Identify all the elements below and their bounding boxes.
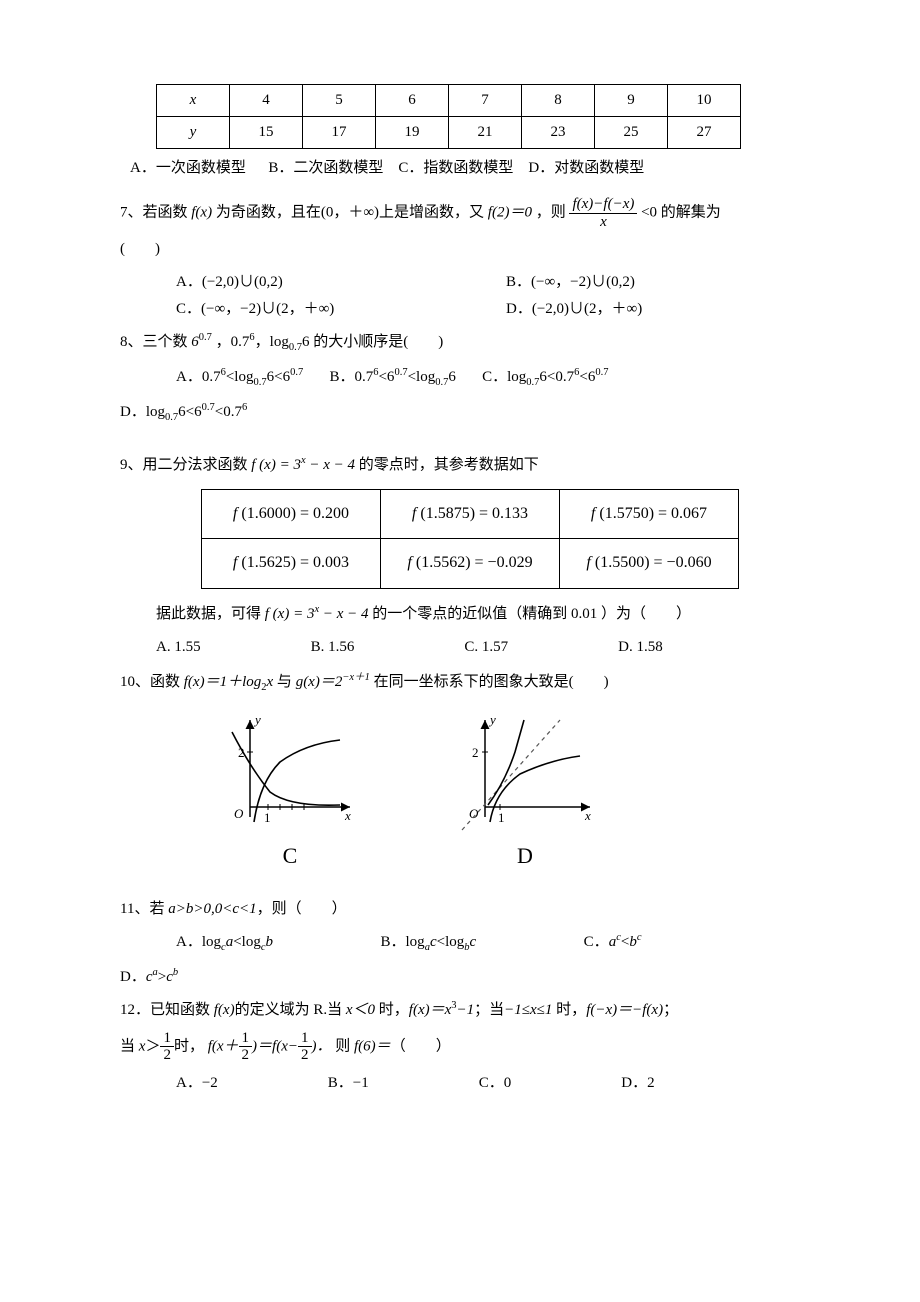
x-tick-1: 1: [264, 810, 271, 825]
option-c: C．0: [479, 1070, 512, 1097]
option-a: A．logca<logcb: [176, 934, 273, 950]
y-axis-label: y: [488, 712, 496, 727]
chart-c: 2 1 O y x C: [220, 712, 360, 876]
option-a: A．−2: [176, 1070, 218, 1097]
q8-options-line1: A．0.76<log0.76<60.7 B．0.76<60.7<log0.76 …: [120, 364, 820, 393]
q6-data-table: x 4 5 6 7 8 9 10 y 15 17 19 21 23 25 27: [156, 84, 741, 149]
q12-stem-line1: 12．已知函数 f(x)的定义域为 R.当 x＜0 时，f(x)＝x3−1；当−…: [120, 997, 820, 1024]
chart-d-svg: 2 1 O y x: [450, 712, 600, 832]
bisect-cell: f (1.6000) = 0.200: [202, 489, 381, 539]
option-a: A．0.76<log0.76<60.7: [176, 369, 303, 385]
q9-stem2: 据此数据，可得 f (x) = 3x − x − 4 的一个零点的近似值（精确到…: [120, 601, 820, 628]
option-a: A. 1.55: [156, 634, 201, 661]
bisect-cell: f (1.5875) = 0.133: [381, 489, 560, 539]
y-axis-label: y: [253, 712, 261, 727]
table-row: x 4 5 6 7 8 9 10: [157, 85, 741, 117]
option-c: C. 1.57: [464, 634, 508, 661]
q7-paren: ( ): [120, 236, 820, 263]
fraction: f(x)−f(−x) x: [569, 196, 637, 230]
q6-options: A．一次函数模型 B．二次函数模型 C．指数函数模型 D．对数函数模型: [120, 155, 820, 182]
option-a: A．(−2,0)∪(0,2): [176, 269, 386, 296]
chart-label-c: C: [220, 836, 360, 876]
q9-bisection-table: f (1.6000) = 0.200 f (1.5875) = 0.133 f …: [201, 489, 739, 590]
q9-options: A. 1.55 B. 1.56 C. 1.57 D. 1.58: [120, 634, 820, 661]
q12-options: A．−2 B．−1 C．0 D．2: [120, 1070, 820, 1097]
q10-charts: 2 1 O y x C 2 1 O: [120, 712, 820, 876]
q8-stem: 8、三个数 60.7 ，0.76，log0.76 的大小顺序是( ): [120, 329, 820, 358]
q12-stem-line2: 当 x＞12时， f(x＋12)＝f(x−12)． 则 f(6)＝（ ）: [120, 1030, 820, 1064]
option-b: B．logac<logbc: [381, 934, 477, 950]
option-c: C．(−∞，−2)∪(2，＋∞): [176, 296, 386, 323]
option-c: C．指数函数模型: [398, 160, 513, 176]
q7-stem: 7、若函数 f(x) 为奇函数，且在(0，＋∞)上是增函数，又 f(2)＝0 ，…: [120, 196, 820, 230]
bisect-cell: f (1.5625) = 0.003: [202, 539, 381, 589]
origin-label: O: [234, 806, 244, 821]
option-b: B．二次函数模型: [268, 160, 383, 176]
option-b: B．−1: [328, 1070, 369, 1097]
option-d: D．2: [621, 1070, 654, 1097]
q11-options-line1: A．logca<logcb B．logac<logbc C．ac<bc: [120, 929, 820, 958]
option-b: B．(−∞，−2)∪(0,2): [506, 269, 716, 296]
x-axis-label: x: [584, 808, 591, 823]
bisect-cell: f (1.5750) = 0.067: [560, 489, 739, 539]
q7-options-row2: C．(−∞，−2)∪(2，＋∞) D．(−2,0)∪(2，＋∞): [120, 296, 820, 323]
option-d: D. 1.58: [618, 634, 663, 661]
option-d: D．(−2,0)∪(2，＋∞): [506, 296, 716, 323]
origin-label: O: [469, 806, 479, 821]
table-row: f (1.5625) = 0.003 f (1.5562) = −0.029 f…: [202, 539, 739, 589]
row-label-y: y: [157, 117, 230, 149]
q7-options-row1: A．(−2,0)∪(0,2) B．(−∞，−2)∪(0,2): [120, 269, 820, 296]
q11-stem: 11、若 a>b>0,0<c<1，则（ ）: [120, 896, 820, 923]
q10-stem: 10、函数 f(x)＝1＋log2x 与 g(x)＝2−x＋1 在同一坐标系下的…: [120, 669, 820, 698]
q8-option-d: D．log0.76<60.7<0.76: [120, 399, 820, 428]
chart-c-svg: 2 1 O y x: [220, 712, 360, 832]
bisect-cell: f (1.5562) = −0.029: [381, 539, 560, 589]
option-c: C．ac<bc: [584, 934, 642, 950]
table-row: y 15 17 19 21 23 25 27: [157, 117, 741, 149]
x-tick-1: 1: [498, 810, 505, 825]
option-d: D．对数函数模型: [528, 160, 644, 176]
option-a: A．一次函数模型: [130, 160, 246, 176]
row-label-x: x: [157, 85, 230, 117]
option-c: C．log0.76<0.76<60.7: [482, 369, 608, 385]
y-tick-2: 2: [472, 745, 479, 760]
q9-stem: 9、用二分法求函数 f (x) = 3x − x − 4 的零点时，其参考数据如…: [120, 452, 820, 479]
chart-d: 2 1 O y x D: [450, 712, 600, 876]
option-b: B．0.76<60.7<log0.76: [329, 369, 455, 385]
chart-label-d: D: [450, 836, 600, 876]
q11-option-d: D．ca>cb: [120, 964, 820, 991]
x-axis-label: x: [344, 808, 351, 823]
bisect-cell: f (1.5500) = −0.060: [560, 539, 739, 589]
option-b: B. 1.56: [311, 634, 355, 661]
table-row: f (1.6000) = 0.200 f (1.5875) = 0.133 f …: [202, 489, 739, 539]
